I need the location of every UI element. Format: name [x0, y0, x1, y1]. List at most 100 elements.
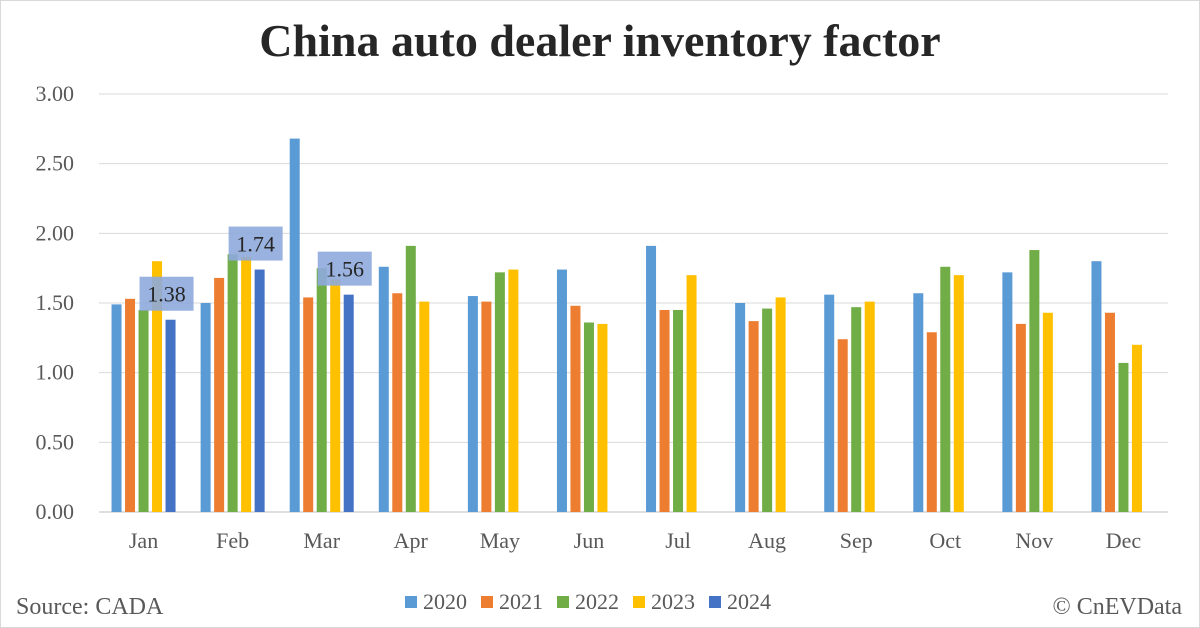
bar-2021-sep	[837, 339, 848, 512]
legend-swatch	[557, 596, 569, 608]
bar-2021-mar	[303, 297, 314, 512]
bar-2024-jan	[165, 319, 176, 512]
data-labels: 1.38 1.74 1.56	[139, 226, 372, 311]
bar-2023-nov	[1042, 312, 1053, 512]
source-note: Source: CADA	[16, 594, 164, 620]
bar-2023-mar	[330, 279, 341, 512]
legend-label: 2024	[727, 589, 771, 614]
data-label-box	[139, 276, 194, 311]
legend-label: 2022	[575, 589, 619, 614]
legend-item-2021: 2021	[481, 589, 543, 615]
bar-2021-nov	[1015, 323, 1026, 512]
legend-label: 2020	[423, 589, 467, 614]
legend-swatch	[633, 596, 645, 608]
legend-label: 2021	[499, 589, 543, 614]
bar-2021-apr	[392, 293, 403, 512]
bar-2023-aug	[775, 297, 786, 512]
bar-2022-jun	[583, 322, 594, 512]
y-tick-label: 0.00	[36, 499, 75, 524]
legend: 2020 2021 2022 2023 2024	[405, 589, 771, 615]
data-label-box	[317, 251, 372, 286]
bar-2021-may	[481, 301, 492, 512]
y-tick-label: 3.00	[36, 81, 75, 106]
y-tick-label: 1.00	[36, 360, 75, 385]
bar-2020-jul	[646, 245, 657, 512]
bar-2020-dec	[1091, 261, 1102, 512]
bar-2023-jan	[152, 261, 163, 512]
bar-2020-mar	[289, 138, 300, 512]
x-tick-label: Mar	[303, 528, 340, 553]
y-tick-label: 0.50	[36, 429, 75, 454]
bar-2024-feb	[254, 269, 265, 512]
x-tick-label: Sep	[840, 528, 873, 553]
x-tick-label: Nov	[1015, 528, 1053, 553]
legend-item-2024: 2024	[709, 589, 771, 615]
bar-2022-feb	[227, 254, 238, 512]
bar-2020-sep	[824, 294, 835, 512]
bar-2022-apr	[405, 245, 416, 512]
x-tick-label: Feb	[216, 528, 249, 553]
legend-swatch	[405, 596, 417, 608]
x-tick-label: Aug	[748, 528, 786, 553]
bar-2020-apr	[378, 266, 389, 512]
x-tick-label: Oct	[929, 528, 961, 553]
x-tick-label: Dec	[1106, 528, 1142, 553]
data-label-jan: 1.38	[147, 282, 186, 307]
y-axis-ticks: 0.00 0.50 1.00 1.50 2.00 2.50 3.00	[36, 81, 75, 524]
y-tick-label: 1.50	[36, 290, 75, 315]
bar-2023-jul	[686, 275, 697, 512]
bar-2021-jul	[659, 309, 670, 512]
y-tick-label: 2.50	[36, 151, 75, 176]
bar-2022-sep	[851, 307, 862, 512]
legend-item-2020: 2020	[405, 589, 467, 615]
legend-swatch	[481, 596, 493, 608]
data-label-box	[228, 226, 283, 261]
bar-2020-oct	[913, 293, 924, 512]
bar-2022-may	[494, 272, 505, 512]
legend-item-2023: 2023	[633, 589, 695, 615]
bars	[111, 138, 1142, 512]
bar-2023-apr	[419, 301, 430, 512]
bar-2022-jul	[673, 309, 684, 512]
bar-2022-aug	[762, 308, 773, 512]
bar-2023-sep	[864, 301, 875, 512]
bar-2024-mar	[343, 294, 354, 512]
bar-2021-oct	[926, 332, 937, 512]
bar-2021-dec	[1104, 312, 1115, 512]
y-tick-label: 2.00	[36, 220, 75, 245]
bar-2023-feb	[241, 257, 252, 512]
bar-2020-may	[467, 296, 478, 512]
legend-label: 2023	[651, 589, 695, 614]
x-tick-label: Jul	[665, 528, 691, 553]
bar-2021-jun	[570, 305, 581, 512]
bar-2022-jan	[138, 309, 149, 512]
data-label-feb: 1.74	[236, 232, 275, 257]
bar-2021-aug	[748, 321, 759, 512]
x-tick-label: Apr	[394, 528, 429, 553]
bar-2023-oct	[953, 275, 964, 512]
bar-2022-dec	[1118, 362, 1129, 512]
bar-2023-dec	[1131, 344, 1142, 512]
bar-2022-mar	[316, 268, 327, 512]
data-label-mar: 1.56	[325, 257, 364, 282]
x-tick-label: Jan	[129, 528, 158, 553]
bar-2021-jan	[125, 298, 136, 512]
chart-title: China auto dealer inventory factor	[259, 15, 941, 66]
bar-2022-nov	[1029, 250, 1040, 512]
bar-2020-jan	[111, 304, 122, 512]
bar-2020-aug	[735, 303, 746, 512]
legend-swatch	[709, 596, 721, 608]
bar-2020-jun	[556, 269, 567, 512]
x-axis-ticks: Jan Feb Mar Apr May Jun Jul Aug Sep Oct Nov Dec	[129, 528, 1142, 553]
x-tick-label: Jun	[574, 528, 605, 553]
bar-2020-nov	[1002, 272, 1013, 512]
bar-2020-feb	[200, 303, 211, 512]
bar-2022-oct	[940, 266, 951, 512]
bar-2021-feb	[214, 277, 225, 512]
credit-note: © CnEVData	[1052, 594, 1182, 620]
bar-2023-may	[508, 269, 519, 512]
bar-2023-jun	[597, 323, 608, 512]
legend-item-2022: 2022	[557, 589, 619, 615]
x-tick-label: May	[480, 528, 520, 553]
